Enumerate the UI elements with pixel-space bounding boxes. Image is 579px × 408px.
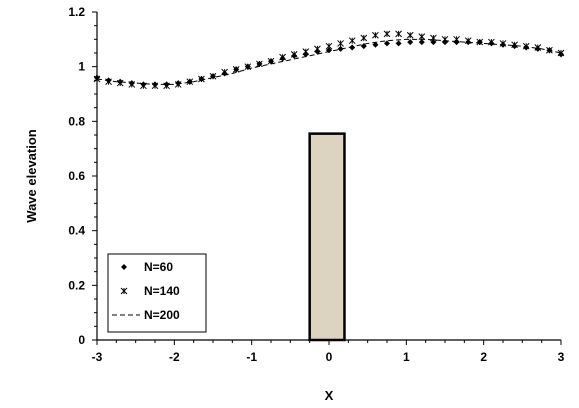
- x-tick-label: 1: [403, 350, 410, 364]
- data-point: [418, 33, 426, 40]
- data-point: [105, 78, 112, 86]
- data-point: [116, 79, 124, 87]
- data-point: [395, 40, 402, 47]
- y-tick-label: 0.6: [68, 169, 85, 183]
- legend-entry: N=60: [121, 260, 173, 274]
- data-point: [522, 42, 530, 50]
- data-point: [476, 38, 484, 46]
- legend-diamond-icon: [121, 264, 127, 270]
- data-point: [163, 82, 170, 90]
- data-point: [325, 42, 333, 50]
- data-point: [174, 81, 182, 88]
- data-point: [279, 53, 286, 61]
- data-point: [372, 31, 379, 39]
- y-tick-label: 1.2: [68, 5, 85, 19]
- legend-asterisk-icon: [120, 287, 128, 295]
- y-tick-label: 0.2: [68, 278, 85, 292]
- x-tick-label: 3: [558, 350, 565, 364]
- y-tick-label: 0: [78, 333, 85, 347]
- data-point: [151, 82, 159, 90]
- series-n-140: [93, 30, 565, 90]
- data-point: [232, 66, 240, 73]
- data-point: [499, 40, 507, 47]
- data-point: [395, 30, 402, 38]
- y-tick-label: 0.4: [68, 224, 85, 238]
- x-axis-label: X: [325, 388, 334, 403]
- data-point: [407, 39, 414, 46]
- data-point: [441, 35, 449, 43]
- x-tick-label: -3: [92, 350, 103, 364]
- x-tick-label: -2: [169, 350, 180, 364]
- legend-entry: N=200: [112, 308, 180, 322]
- data-point: [418, 39, 425, 46]
- x-tick-label: -1: [246, 350, 257, 364]
- legend-label: N=60: [144, 260, 173, 274]
- y-axis-label: Wave elevation: [24, 129, 39, 223]
- obstacle-bar: [308, 132, 346, 342]
- data-point: [360, 43, 367, 50]
- legend-label: N=140: [144, 284, 180, 298]
- data-point: [302, 48, 310, 55]
- x-tick-label: 0: [326, 350, 333, 364]
- data-point: [534, 44, 542, 51]
- series-line: [96, 38, 562, 85]
- data-point: [290, 51, 298, 58]
- data-point: [186, 78, 194, 86]
- data-point: [314, 45, 321, 53]
- plot-layer: [93, 30, 565, 342]
- data-point: [430, 39, 437, 46]
- axes: -3 -2 -1 0 1 2 3 0 0.2 0.4 0.6 0.8 1 1.2 X Wave elevati…: [24, 5, 565, 403]
- data-point: [198, 75, 205, 83]
- y-tick-label: 0.8: [68, 114, 85, 128]
- y-tick-label: 1: [78, 60, 85, 74]
- legend-entry: N=140: [120, 284, 180, 298]
- data-point: [337, 45, 344, 52]
- data-point: [348, 37, 356, 45]
- data-point: [511, 41, 518, 49]
- data-point: [221, 68, 228, 76]
- data-point: [360, 34, 368, 42]
- data-point: [383, 30, 391, 38]
- legend-label: N=200: [144, 308, 180, 322]
- legend: N=60 N=140 N=200: [107, 253, 207, 333]
- data-point: [557, 49, 565, 57]
- data-point: [349, 44, 356, 51]
- x-tick-label: 2: [480, 350, 487, 364]
- data-point: [406, 31, 414, 39]
- data-point: [384, 40, 390, 47]
- data-point: [372, 41, 379, 48]
- data-point: [337, 40, 344, 47]
- series-n-200: [96, 38, 562, 85]
